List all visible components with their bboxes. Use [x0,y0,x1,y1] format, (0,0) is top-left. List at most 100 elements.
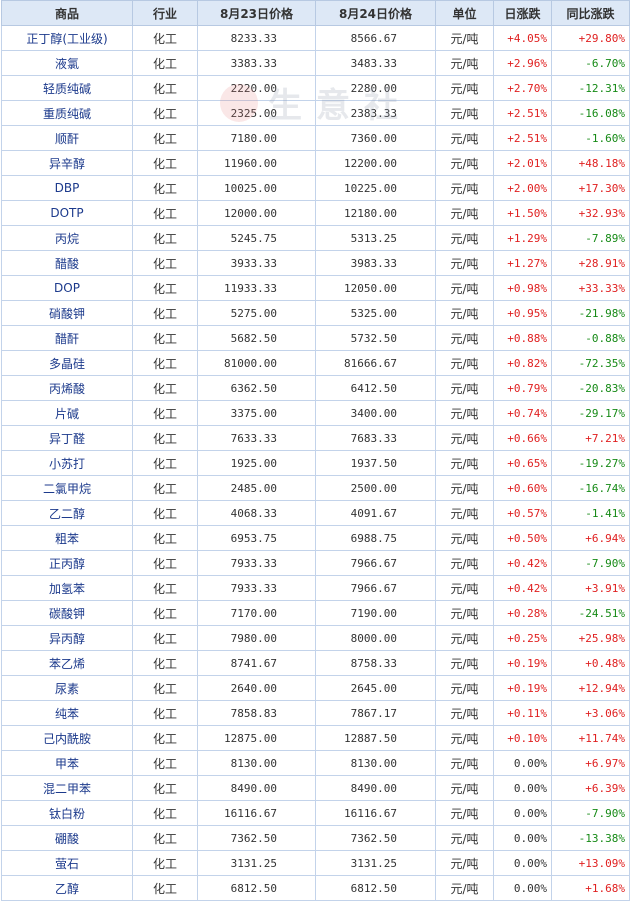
table-row: 二氯甲烷 化工 2485.00 2500.00 元/吨 +0.60% -16.74% [1,475,630,501]
commodity-name-link[interactable]: 粗苯 [1,525,133,551]
yoy-change-cell: -12.31% [551,75,630,101]
industry-cell: 化工 [132,75,198,101]
price-aug23-cell: 3383.33 [197,50,316,76]
commodity-name-link[interactable]: 顺酐 [1,125,133,151]
price-aug23-cell: 1925.00 [197,450,316,476]
yoy-change-cell: +48.18% [551,150,630,176]
price-aug24-cell: 12180.00 [315,200,436,226]
commodity-name-link[interactable]: 硝酸钾 [1,300,133,326]
price-aug23-cell: 8130.00 [197,750,316,776]
yoy-change-cell: +32.93% [551,200,630,226]
table-row: 轻质纯碱 化工 2220.00 2280.00 元/吨 +2.70% -12.31% [1,75,630,101]
daily-change-cell: +0.19% [493,675,552,701]
unit-cell: 元/吨 [435,150,494,176]
industry-cell: 化工 [132,825,198,851]
industry-cell: 化工 [132,125,198,151]
price-aug24-cell: 7683.33 [315,425,436,451]
commodity-name-link[interactable]: 丙烯酸 [1,375,133,401]
commodity-name-link[interactable]: 异丁醛 [1,425,133,451]
industry-cell: 化工 [132,275,198,301]
commodity-name-link[interactable]: 重质纯碱 [1,100,133,126]
yoy-change-cell: -0.88% [551,325,630,351]
price-aug23-cell: 2640.00 [197,675,316,701]
yoy-change-cell: -24.51% [551,600,630,626]
commodity-name-link[interactable]: 甲苯 [1,750,133,776]
commodity-name-link[interactable]: 加氢苯 [1,575,133,601]
header-unit: 单位 [435,0,494,26]
price-aug23-cell: 12875.00 [197,725,316,751]
yoy-change-cell: +6.39% [551,775,630,801]
commodity-name-link[interactable]: 异辛醇 [1,150,133,176]
daily-change-cell: +1.29% [493,225,552,251]
commodity-name-link[interactable]: 乙二醇 [1,500,133,526]
commodity-name-link[interactable]: DOTP [1,200,133,226]
daily-change-cell: +2.96% [493,50,552,76]
table-row: 丙烷 化工 5245.75 5313.25 元/吨 +1.29% -7.89% [1,225,630,251]
industry-cell: 化工 [132,25,198,51]
commodity-name-link[interactable]: 混二甲苯 [1,775,133,801]
unit-cell: 元/吨 [435,825,494,851]
unit-cell: 元/吨 [435,425,494,451]
commodity-name-link[interactable]: 轻质纯碱 [1,75,133,101]
table-row: 片碱 化工 3375.00 3400.00 元/吨 +0.74% -29.17% [1,400,630,426]
unit-cell: 元/吨 [435,325,494,351]
industry-cell: 化工 [132,100,198,126]
header-commodity: 商品 [1,0,133,26]
commodity-name-link[interactable]: 正丙醇 [1,550,133,576]
commodity-name-link[interactable]: 多晶硅 [1,350,133,376]
unit-cell: 元/吨 [435,550,494,576]
unit-cell: 元/吨 [435,850,494,876]
commodity-name-link[interactable]: 丙烷 [1,225,133,251]
price-aug23-cell: 11960.00 [197,150,316,176]
unit-cell: 元/吨 [435,225,494,251]
unit-cell: 元/吨 [435,600,494,626]
yoy-change-cell: +13.09% [551,850,630,876]
commodity-name-link[interactable]: 苯乙烯 [1,650,133,676]
yoy-change-cell: -29.17% [551,400,630,426]
commodity-name-link[interactable]: 二氯甲烷 [1,475,133,501]
table-row: 纯苯 化工 7858.83 7867.17 元/吨 +0.11% +3.06% [1,700,630,726]
commodity-name-link[interactable]: 尿素 [1,675,133,701]
unit-cell: 元/吨 [435,350,494,376]
unit-cell: 元/吨 [435,650,494,676]
commodity-name-link[interactable]: 纯苯 [1,700,133,726]
commodity-name-link[interactable]: 己内酰胺 [1,725,133,751]
price-aug23-cell: 7933.33 [197,550,316,576]
commodity-name-link[interactable]: 小苏打 [1,450,133,476]
commodity-name-link[interactable]: 醋酐 [1,325,133,351]
commodity-name-link[interactable]: 片碱 [1,400,133,426]
yoy-change-cell: -16.08% [551,100,630,126]
price-aug24-cell: 3400.00 [315,400,436,426]
commodity-name-link[interactable]: 萤石 [1,850,133,876]
daily-change-cell: +0.82% [493,350,552,376]
table-row: 尿素 化工 2640.00 2645.00 元/吨 +0.19% +12.94% [1,675,630,701]
commodity-name-link[interactable]: 硼酸 [1,825,133,851]
table-row: 丙烯酸 化工 6362.50 6412.50 元/吨 +0.79% -20.83% [1,375,630,401]
table-row: DOP 化工 11933.33 12050.00 元/吨 +0.98% +33.33% [1,275,630,301]
price-aug23-cell: 7858.83 [197,700,316,726]
yoy-change-cell: +1.68% [551,875,630,901]
price-aug23-cell: 3375.00 [197,400,316,426]
daily-change-cell: +0.74% [493,400,552,426]
unit-cell: 元/吨 [435,750,494,776]
daily-change-cell: 0.00% [493,750,552,776]
commodity-name-link[interactable]: 液氯 [1,50,133,76]
industry-cell: 化工 [132,425,198,451]
industry-cell: 化工 [132,325,198,351]
commodity-name-link[interactable]: 碳酸钾 [1,600,133,626]
yoy-change-cell: +29.80% [551,25,630,51]
price-aug24-cell: 12887.50 [315,725,436,751]
price-aug23-cell: 7933.33 [197,575,316,601]
unit-cell: 元/吨 [435,50,494,76]
commodity-name-link[interactable]: 钛白粉 [1,800,133,826]
commodity-name-link[interactable]: DBP [1,175,133,201]
commodity-name-link[interactable]: 异丙醇 [1,625,133,651]
unit-cell: 元/吨 [435,675,494,701]
commodity-name-link[interactable]: 乙醇 [1,875,133,901]
commodity-name-link[interactable]: DOP [1,275,133,301]
commodity-name-link[interactable]: 正丁醇(工业级) [1,25,133,51]
price-aug24-cell: 7190.00 [315,600,436,626]
commodity-name-link[interactable]: 醋酸 [1,250,133,276]
table-row: 加氢苯 化工 7933.33 7966.67 元/吨 +0.42% +3.91% [1,575,630,601]
